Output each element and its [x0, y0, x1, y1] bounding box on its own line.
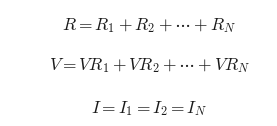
Text: $V = VR_1 + VR_2 + \cdots + VR_N$: $V = VR_1 + VR_2 + \cdots + VR_N$: [49, 56, 250, 75]
Text: $R = R_1 + R_2 + \cdots + R_N$: $R = R_1 + R_2 + \cdots + R_N$: [63, 16, 237, 35]
Text: $I = I_1 = I_2 = I_N$: $I = I_1 = I_2 = I_N$: [91, 99, 208, 118]
